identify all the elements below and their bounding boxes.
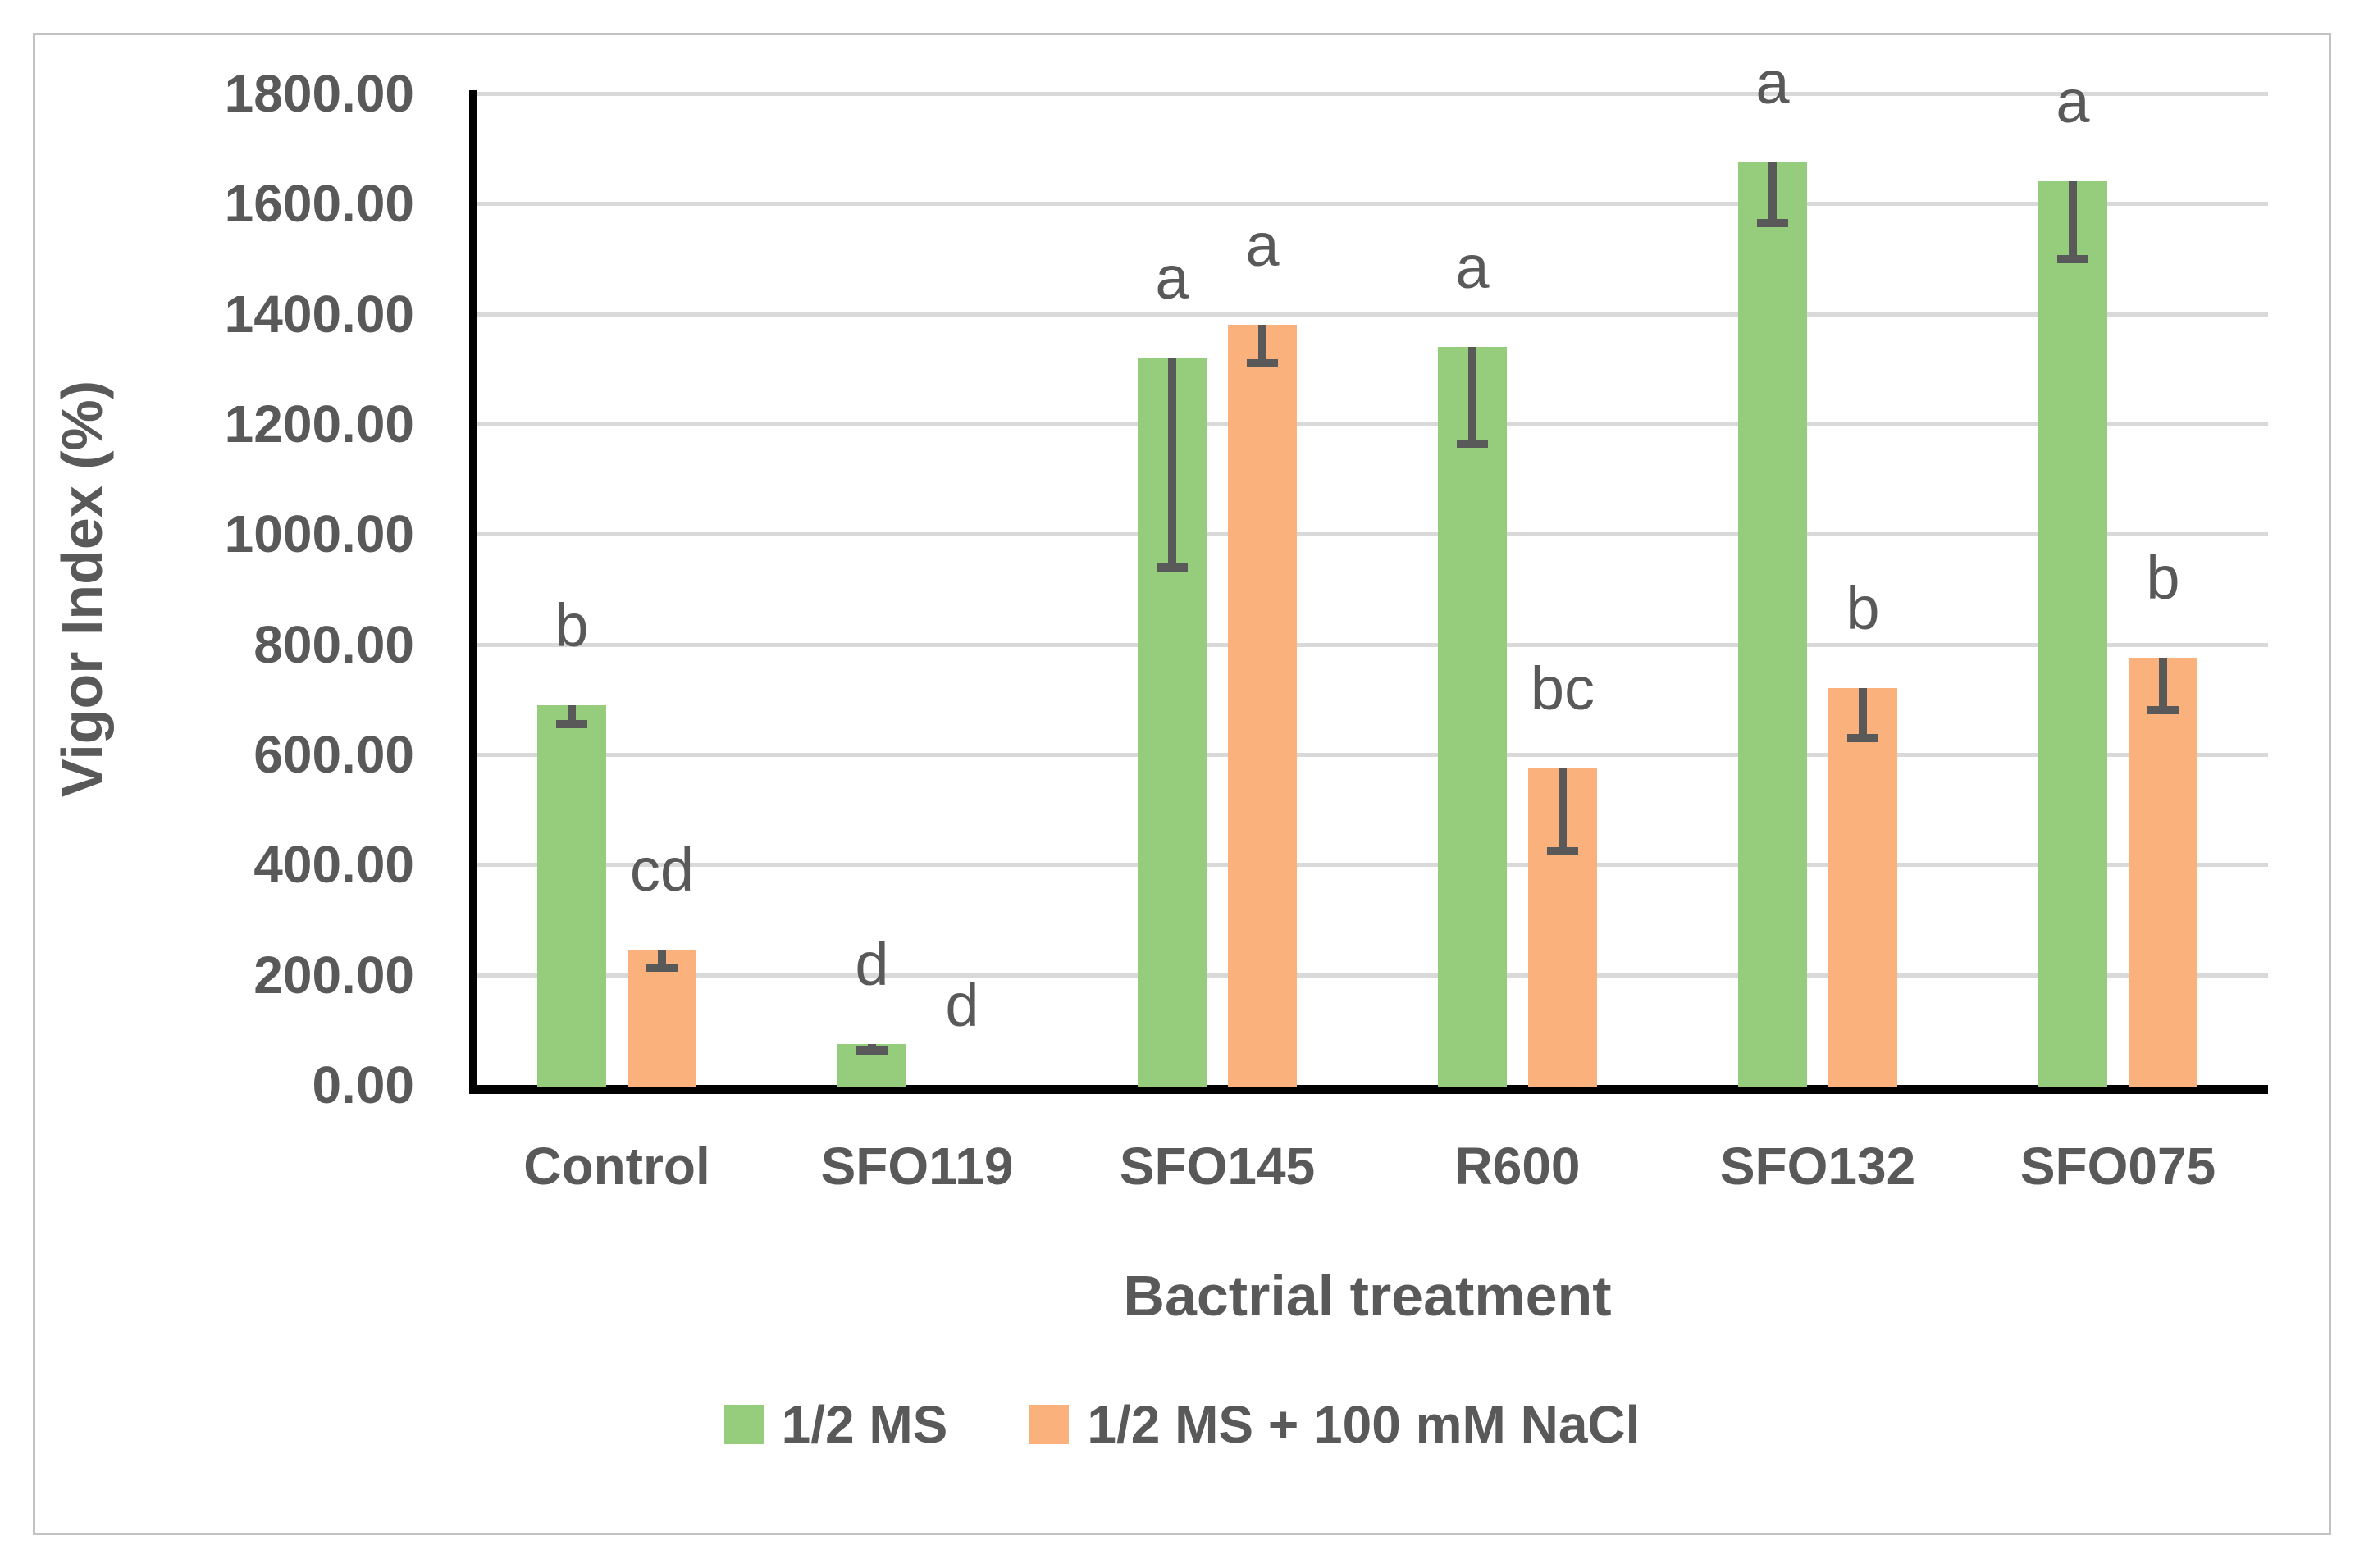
bar — [1738, 162, 1807, 1087]
y-tick-label: 1600.00 — [224, 174, 414, 234]
legend-label: 1/2 MS + 100 mM NaCl — [1087, 1395, 1641, 1454]
legend-swatch-green — [723, 1405, 764, 1444]
x-category-label: R600 — [1454, 1137, 1581, 1196]
error-bar-cap — [2057, 254, 2088, 263]
x-category-label: SFO132 — [1719, 1137, 1916, 1196]
gridline — [477, 973, 2268, 978]
gridline — [477, 92, 2268, 96]
error-bar-cap — [2147, 706, 2179, 715]
legend-item: 1/2 MS — [723, 1394, 948, 1455]
y-tick-label: 200.00 — [253, 945, 414, 1005]
gridline — [477, 422, 2268, 426]
error-bar-cap — [1157, 563, 1188, 572]
y-tick-label: 600.00 — [253, 725, 414, 784]
x-category-label: SFO075 — [2019, 1137, 2216, 1196]
chart-legend: 1/2 MS 1/2 MS + 100 mM NaCl — [0, 1394, 2364, 1455]
bar — [628, 950, 696, 1087]
error-bar — [1859, 688, 1867, 738]
legend-label: 1/2 MS — [781, 1395, 948, 1454]
significance-letter: a — [1755, 48, 1790, 116]
bar — [537, 704, 606, 1087]
significance-letter: a — [1245, 211, 1280, 280]
bar — [1828, 688, 1897, 1087]
significance-letter: cd — [629, 836, 695, 905]
error-bar-cap — [856, 1046, 888, 1055]
error-bar-cap — [1847, 733, 1878, 742]
x-axis-title: Bactrial treatment — [1123, 1264, 1612, 1328]
y-tick-label: 800.00 — [253, 614, 414, 674]
x-axis-line — [469, 1085, 2268, 1094]
gridline — [477, 753, 2268, 757]
significance-letter: bc — [1530, 654, 1595, 722]
y-axis-title: Vigor Index (%) — [50, 380, 114, 798]
x-category-label: Control — [523, 1137, 710, 1196]
gridline — [477, 532, 2268, 537]
significance-letter: a — [2056, 67, 2090, 136]
significance-letter: b — [2146, 544, 2180, 613]
bar — [1438, 346, 1507, 1087]
y-tick-label: 1000.00 — [224, 504, 414, 564]
error-bar — [1258, 325, 1266, 364]
error-bar-cap — [1547, 846, 1578, 855]
error-bar — [568, 704, 576, 725]
legend-swatch-orange — [1029, 1405, 1070, 1444]
y-axis-line — [469, 90, 477, 1094]
error-bar — [2159, 658, 2167, 711]
significance-letter: b — [1846, 574, 1880, 643]
bar — [1228, 325, 1297, 1087]
error-bar — [1768, 162, 1777, 223]
gridline — [477, 202, 2268, 207]
significance-letter: d — [945, 971, 979, 1039]
y-tick-label: 1200.00 — [224, 394, 414, 454]
x-category-label: SFO119 — [820, 1137, 1014, 1196]
error-bar — [2069, 181, 2077, 259]
y-tick-label: 1800.00 — [224, 64, 414, 123]
gridline — [477, 863, 2268, 868]
y-tick-label: 0.00 — [312, 1055, 414, 1114]
bar — [2129, 658, 2197, 1087]
significance-letter: b — [554, 590, 589, 659]
error-bar-cap — [646, 963, 678, 972]
error-bar-cap — [1457, 439, 1488, 448]
y-tick-label: 400.00 — [253, 835, 414, 895]
y-tick-label: 1400.00 — [224, 284, 414, 344]
gridline — [477, 642, 2268, 647]
error-bar-cap — [556, 720, 587, 729]
error-bar — [1468, 346, 1476, 444]
legend-item: 1/2 MS + 100 mM NaCl — [1029, 1394, 1640, 1455]
significance-letter: d — [855, 929, 889, 998]
error-bar — [1168, 358, 1176, 567]
x-category-label: SFO145 — [1119, 1137, 1316, 1196]
error-bar-cap — [1757, 218, 1788, 227]
figure-border — [33, 33, 2331, 1535]
significance-letter: a — [1155, 244, 1189, 312]
bar — [2038, 181, 2107, 1087]
error-bar-cap — [1247, 359, 1278, 368]
error-bar — [1559, 768, 1567, 851]
error-bar — [658, 950, 666, 968]
significance-letter: a — [1455, 232, 1490, 301]
gridline — [477, 312, 2268, 317]
